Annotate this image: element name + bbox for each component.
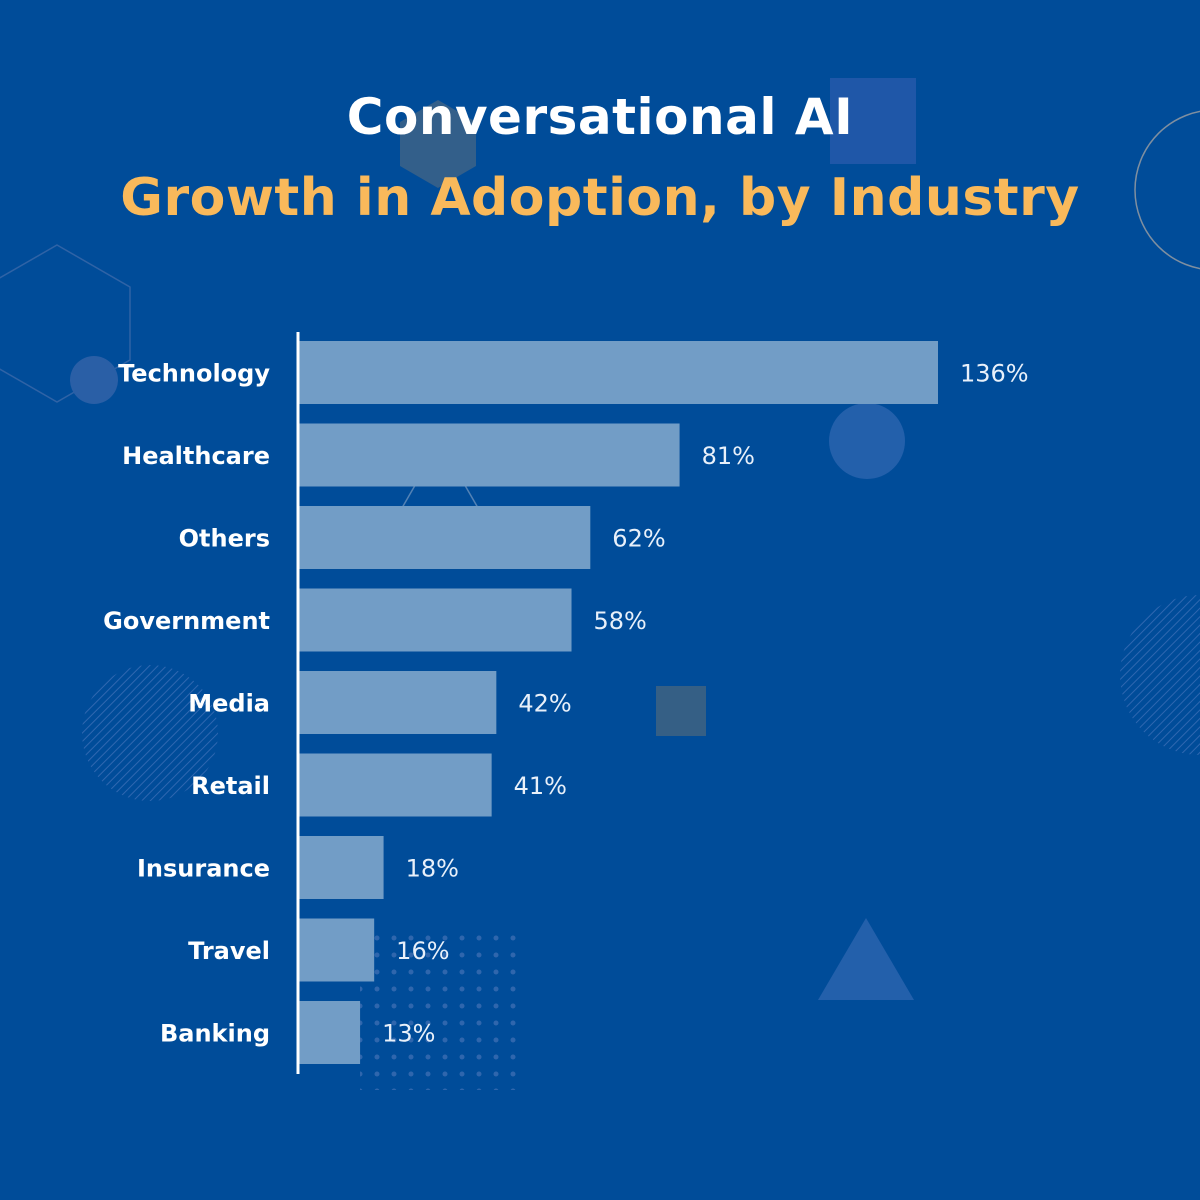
hatched-circle-shape: [1120, 595, 1200, 755]
circle-shape: [829, 403, 905, 479]
bar-media: [299, 671, 497, 734]
hatched-circle-shape: [82, 665, 218, 801]
bar-retail: [299, 753, 492, 817]
category-label-retail: Retail: [191, 772, 270, 800]
bar-travel: [299, 918, 375, 982]
category-label-healthcare: Healthcare: [122, 442, 270, 470]
bar-banking: [299, 1001, 361, 1064]
dot-grid-shape: [360, 934, 520, 1090]
ring-outline-shape: [1134, 110, 1200, 270]
category-label-others: Others: [179, 525, 270, 553]
hexagon-shape: [400, 100, 476, 188]
square-shape: [830, 78, 916, 164]
chart-subtitle: Growth in Adoption, by Industry: [120, 168, 1080, 228]
bars: Technology 136% Healthcare 81% Others 62% Gove…: [103, 341, 1029, 1064]
category-label-banking: Banking: [160, 1020, 270, 1048]
value-label-technology: 136%: [960, 360, 1029, 388]
category-label-technology: Technology: [118, 360, 270, 388]
category-label-government: Government: [103, 607, 270, 635]
chart-title: Conversational AI: [346, 88, 854, 146]
square-shape: [656, 686, 706, 736]
value-label-others: 62%: [612, 525, 665, 553]
bar-others: [299, 506, 591, 569]
value-label-healthcare: 81%: [702, 442, 755, 470]
hexagon-outline-shape: [0, 244, 131, 403]
value-label-travel: 16%: [396, 937, 449, 965]
bar-insurance: [299, 836, 384, 899]
value-label-insurance: 18%: [406, 855, 459, 883]
value-label-retail: 41%: [514, 772, 567, 800]
category-label-travel: Travel: [188, 937, 270, 965]
category-label-insurance: Insurance: [137, 855, 270, 883]
bar-government: [299, 588, 572, 652]
category-label-media: Media: [188, 690, 270, 718]
triangle-shape: [818, 918, 914, 1000]
value-label-government: 58%: [594, 607, 647, 635]
circle-shape: [70, 356, 118, 404]
bar-healthcare: [299, 423, 680, 487]
value-label-banking: 13%: [382, 1020, 435, 1048]
value-label-media: 42%: [518, 690, 571, 718]
bar-technology: [299, 341, 938, 404]
